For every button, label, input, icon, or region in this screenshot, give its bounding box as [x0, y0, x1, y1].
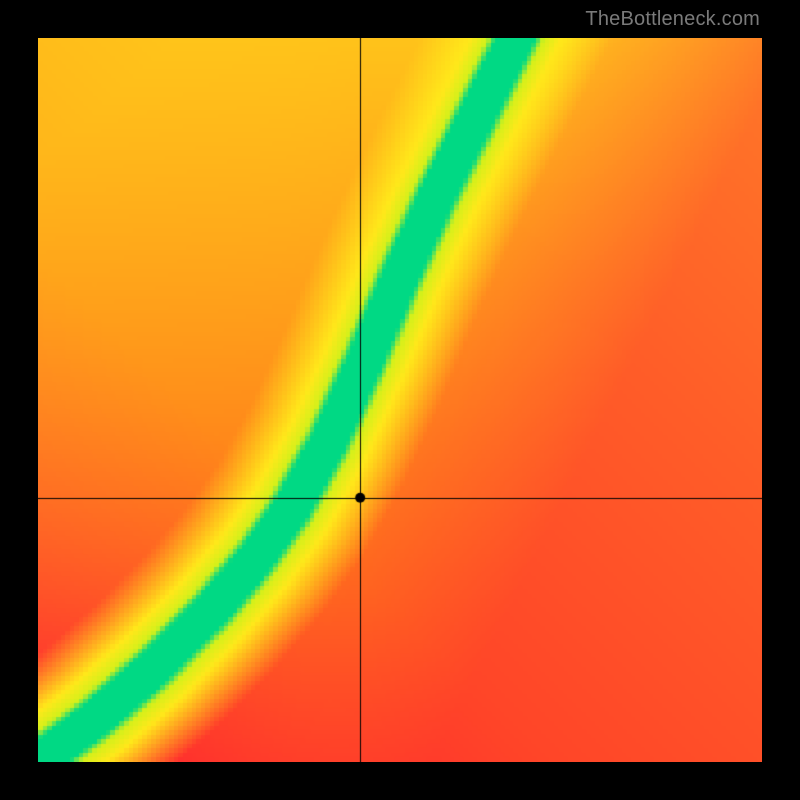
heatmap-plot — [38, 38, 762, 762]
watermark-text: TheBottleneck.com — [585, 8, 760, 31]
heatmap-canvas — [38, 38, 762, 762]
chart-container: { "watermark": "TheBottleneck.com", "cha… — [0, 0, 800, 800]
